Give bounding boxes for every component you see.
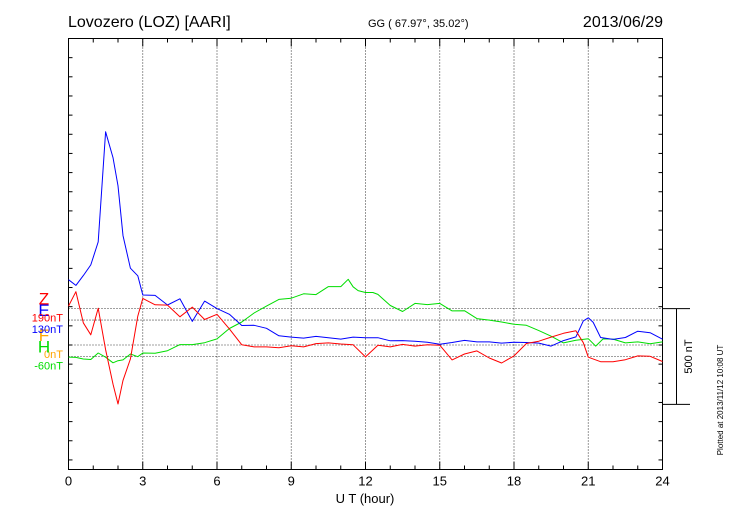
series-line-z	[68, 291, 663, 405]
x-axis-label: U T (hour)	[336, 491, 395, 506]
x-axis: 0 3 6 9 12 15 18 21 24	[65, 38, 670, 489]
channel-baseline-e: 130nT	[32, 324, 63, 336]
y-ticks	[68, 57, 663, 461]
series-line-h	[68, 278, 663, 364]
series-line-e	[68, 131, 663, 347]
scale-bar: 500 nT	[663, 308, 695, 405]
x-tick-label: 9	[288, 474, 295, 489]
channel-baseline-f: 0nT	[44, 349, 63, 361]
x-tick-label: 12	[358, 474, 372, 489]
scale-bar-label: 500 nT	[683, 339, 695, 374]
plotted-timestamp: Plotted at 2013/11/12 10:08 UT	[716, 345, 725, 456]
x-tick-label: 3	[139, 474, 146, 489]
station-coordinates: GG ( 67.97°, 35.02°)	[368, 18, 469, 30]
x-tick-label: 15	[433, 474, 447, 489]
grid	[68, 38, 663, 470]
x-tick-label: 24	[655, 474, 669, 489]
date-label: 2013/06/29	[583, 14, 663, 31]
x-tick-label: 18	[507, 474, 521, 489]
channel-baseline-z: 190nT	[32, 313, 63, 325]
x-tick-label: 21	[581, 474, 595, 489]
x-tick-label: 6	[213, 474, 220, 489]
station-title: Lovozero (LOZ) [AARI]	[68, 14, 231, 31]
channel-baseline-h: -60nT	[34, 360, 63, 372]
channel-label-e: E	[38, 301, 49, 320]
channel-label-h: H	[38, 337, 50, 356]
channel-label-z: Z	[39, 290, 49, 309]
series-lines	[68, 131, 663, 405]
x-tick-label: 0	[65, 474, 72, 489]
channel-label-f: F	[39, 326, 49, 345]
